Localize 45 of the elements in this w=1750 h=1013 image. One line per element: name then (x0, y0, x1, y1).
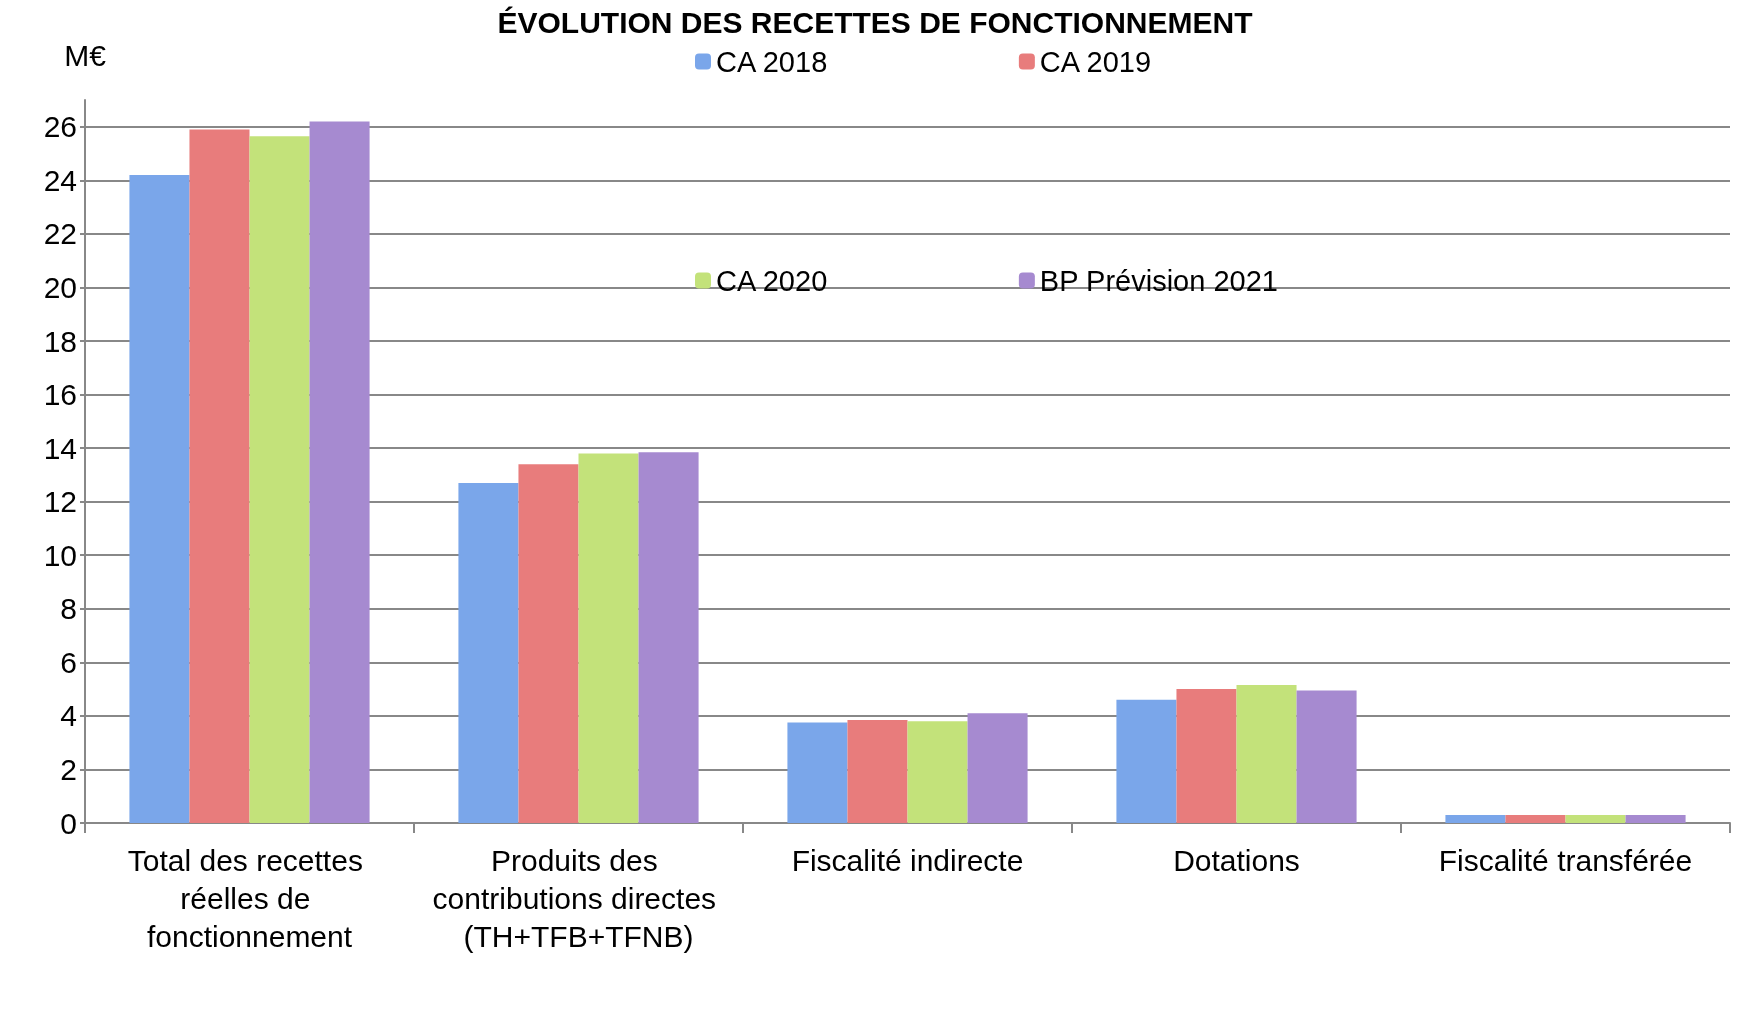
y-tick-label: 20 (43, 270, 77, 304)
bar (129, 174, 190, 823)
y-tick-label: 6 (60, 645, 77, 679)
y-axis-title: M€ (64, 38, 107, 72)
bar (1176, 689, 1237, 823)
x-tick-label: Dotations (1173, 843, 1300, 877)
bar (847, 719, 908, 823)
y-tick-label: 24 (43, 163, 77, 197)
bar (1565, 814, 1626, 823)
bar (1505, 814, 1566, 823)
legend-label: CA 2020 (716, 264, 828, 297)
y-tick-label: 2 (60, 752, 77, 786)
legend-label: BP Prévision 2021 (1039, 264, 1278, 297)
bar (1296, 690, 1357, 823)
y-tick-label: 8 (60, 592, 77, 626)
bar (518, 464, 579, 823)
y-tick-label: 12 (43, 485, 77, 519)
y-tick-label: 10 (43, 538, 77, 572)
bar (1445, 814, 1506, 823)
x-tick-label: Fiscalité transférée (1438, 843, 1693, 877)
bar (578, 453, 639, 823)
x-tick-label: Total des recettes réelles de fonctionnement (127, 843, 372, 953)
y-tick-label: 4 (60, 699, 77, 733)
bar (1116, 699, 1177, 823)
bar (189, 129, 250, 823)
bar (249, 136, 310, 823)
y-tick-label: 18 (43, 324, 77, 358)
y-tick-label: 22 (43, 217, 77, 251)
y-tick-label: 16 (43, 378, 77, 412)
bar (967, 713, 1028, 823)
y-tick-label: 0 (60, 806, 77, 840)
bar (458, 482, 519, 823)
bar (309, 121, 370, 823)
bar (787, 722, 848, 823)
y-tick-label: 14 (43, 431, 77, 465)
legend-label: CA 2019 (1039, 45, 1152, 78)
bar (1625, 814, 1686, 823)
x-tick-label: Fiscalité indirecte (791, 843, 1024, 877)
bar (1236, 685, 1297, 823)
bar (907, 721, 968, 823)
chart-title: ÉVOLUTION DES RECETTES DE FONCTIONNEMENT (497, 5, 1253, 39)
legend-label: CA 2018 (716, 45, 828, 78)
bar (638, 452, 699, 823)
x-tick-label: Produits des contributions directes (TH+TFB+TFNB) (432, 843, 725, 953)
y-tick-label: 26 (43, 110, 77, 144)
